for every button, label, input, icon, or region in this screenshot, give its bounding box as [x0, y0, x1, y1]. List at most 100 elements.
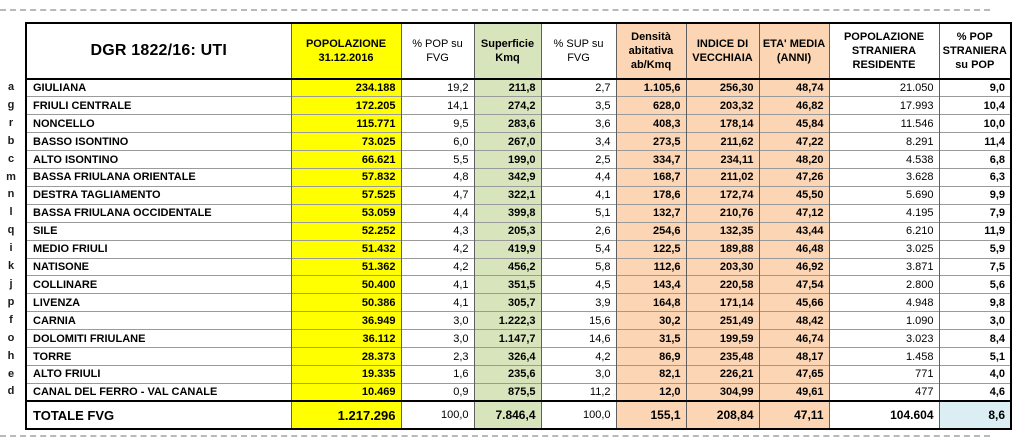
eta-media-cell: 47,65 [758, 365, 829, 384]
eta-media-cell: 46,82 [758, 96, 829, 115]
superficie-cell: 351,5 [473, 275, 541, 294]
eta-media-cell: 43,44 [758, 221, 829, 241]
superficie-cell: 1.147,7 [473, 329, 541, 348]
col-header-pct-pop-fvg: % POP su FVG [400, 23, 474, 80]
total-label: TOTALE FVG [26, 400, 291, 430]
pct-pop-fvg-cell: 5,5 [400, 150, 474, 169]
pct-pop-fvg-cell: 3,0 [400, 311, 474, 330]
page-break-line-bottom [0, 435, 990, 437]
popolazione-straniera-cell: 1.090 [828, 311, 939, 330]
popolazione-cell: 57.832 [290, 168, 401, 187]
table-row: SILE 52.252 4,3 205,3 2,6 254,6 132,35 43,44 6.2… [26, 221, 1011, 241]
indice-vecchiaia-cell: 189,88 [685, 239, 759, 259]
col-header-pct-pop-straniera: % POP STRANIERA su POP [938, 23, 1011, 80]
popolazione-cell: 51.362 [290, 257, 401, 276]
pct-pop-straniera-cell: 9,9 [938, 185, 1011, 205]
pct-pop-straniera-cell: 11,4 [938, 132, 1011, 151]
eta-media-cell: 47,54 [758, 275, 829, 294]
eta-media-cell: 48,17 [758, 347, 829, 366]
pct-pop-fvg-cell: 4,1 [400, 275, 474, 294]
eta-media-cell: 48,74 [758, 79, 829, 97]
superficie-cell: 326,4 [473, 347, 541, 366]
uti-name-cell: DOLOMITI FRIULANE [26, 329, 291, 348]
total-densita: 155,1 [615, 400, 686, 430]
uti-name-cell: ALTO ISONTINO [26, 150, 291, 169]
eta-media-cell: 47,22 [758, 132, 829, 151]
pct-pop-straniera-cell: 5,1 [938, 347, 1011, 366]
popolazione-straniera-cell: 477 [828, 382, 939, 402]
total-indice-vecchiaia: 208,84 [685, 400, 759, 430]
table-row: COLLINARE 50.400 4,1 351,5 4,5 143,4 220,58 47,… [26, 275, 1011, 294]
superficie-cell: 1.222,3 [473, 311, 541, 330]
densita-cell: 628,0 [615, 96, 686, 115]
pct-pop-straniera-cell: 11,9 [938, 221, 1011, 241]
row-letter: j [9, 277, 13, 290]
superficie-cell: 199,0 [473, 150, 541, 169]
popolazione-straniera-cell: 3.025 [828, 239, 939, 259]
pct-sup-fvg-cell: 11,2 [540, 382, 616, 402]
superficie-cell: 283,6 [473, 114, 541, 133]
pct-sup-fvg-cell: 4,5 [540, 275, 616, 294]
pct-pop-straniera-cell: 4,0 [938, 365, 1011, 384]
popolazione-cell: 66.621 [290, 150, 401, 169]
pct-pop-straniera-cell: 5,6 [938, 275, 1011, 294]
row-letter: c [7, 152, 15, 165]
pct-pop-fvg-cell: 4,4 [400, 203, 474, 223]
superficie-cell: 267,0 [473, 132, 541, 151]
popolazione-straniera-cell: 21.050 [828, 79, 939, 97]
table-row: ALTO ISONTINO 66.621 5,5 199,0 2,5 334,7 234,1… [26, 150, 1011, 169]
superficie-cell: 305,7 [473, 293, 541, 312]
table-row: DESTRA TAGLIAMENTO 57.525 4,7 322,1 4,1 178,6… [26, 185, 1011, 205]
total-eta-media: 47,11 [758, 400, 829, 430]
pct-pop-fvg-cell: 4,2 [400, 239, 474, 259]
popolazione-straniera-cell: 4.195 [828, 203, 939, 223]
popolazione-cell: 234.188 [290, 79, 401, 97]
table-row: FRIULI CENTRALE 172.205 14,1 274,2 3,5 628,0 2… [26, 96, 1011, 115]
row-letter: r [8, 116, 14, 129]
uti-name-cell: BASSO ISONTINO [26, 132, 291, 151]
superficie-cell: 235,6 [473, 365, 541, 384]
densita-cell: 254,6 [615, 221, 686, 241]
eta-media-cell: 46,92 [758, 257, 829, 276]
pct-sup-fvg-cell: 5,4 [540, 239, 616, 259]
page-break-line-top [0, 9, 990, 11]
superficie-cell: 205,3 [473, 221, 541, 241]
superficie-cell: 322,1 [473, 185, 541, 205]
indice-vecchiaia-cell: 210,76 [685, 203, 759, 223]
pct-sup-fvg-cell: 3,5 [540, 96, 616, 115]
popolazione-straniera-cell: 4.948 [828, 293, 939, 312]
row-letter: g [7, 98, 15, 111]
eta-media-cell: 45,66 [758, 293, 829, 312]
superficie-cell: 419,9 [473, 239, 541, 259]
superficie-cell: 456,2 [473, 257, 541, 276]
eta-media-cell: 47,26 [758, 168, 829, 187]
row-letter: n [7, 188, 15, 201]
popolazione-cell: 73.025 [290, 132, 401, 151]
row-letter: o [7, 331, 15, 344]
indice-vecchiaia-cell: 226,21 [685, 365, 759, 384]
popolazione-straniera-cell: 8.291 [828, 132, 939, 151]
col-header-popolazione: POPOLAZIONE 31.12.2016 [290, 23, 401, 80]
superficie-cell: 211,8 [473, 79, 541, 97]
row-letter: d [7, 385, 15, 398]
pct-pop-fvg-cell: 4,8 [400, 168, 474, 187]
header-row: DGR 1822/16: UTI POPOLAZIONE 31.12.2016 … [26, 23, 1011, 80]
eta-media-cell: 45,84 [758, 114, 829, 133]
pct-pop-straniera-cell: 9,0 [938, 79, 1011, 97]
uti-name-cell: BASSA FRIULANA ORIENTALE [26, 168, 291, 187]
pct-pop-fvg-cell: 1,6 [400, 365, 474, 384]
table-body: GIULIANA 234.188 19,2 211,8 2,7 1.105,6 256,30… [26, 79, 1011, 402]
row-letter: a [7, 81, 15, 93]
popolazione-cell: 53.059 [290, 203, 401, 223]
pct-pop-fvg-cell: 9,5 [400, 114, 474, 133]
indice-vecchiaia-cell: 234,11 [685, 150, 759, 169]
densita-cell: 273,5 [615, 132, 686, 151]
pct-sup-fvg-cell: 14,6 [540, 329, 616, 348]
indice-vecchiaia-cell: 256,30 [685, 79, 759, 97]
popolazione-straniera-cell: 3.023 [828, 329, 939, 348]
pct-sup-fvg-cell: 3,6 [540, 114, 616, 133]
densita-cell: 112,6 [615, 257, 686, 276]
indice-vecchiaia-cell: 220,58 [685, 275, 759, 294]
popolazione-straniera-cell: 11.546 [828, 114, 939, 133]
